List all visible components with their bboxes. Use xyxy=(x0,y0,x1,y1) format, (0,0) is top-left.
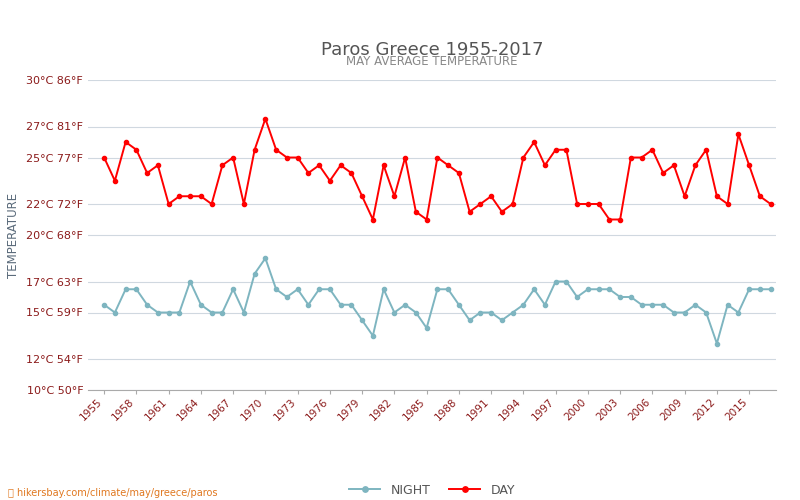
Y-axis label: TEMPERATURE: TEMPERATURE xyxy=(7,192,21,278)
Legend: NIGHT, DAY: NIGHT, DAY xyxy=(344,478,520,500)
Text: 📍 hikersbay.com/climate/may/greece/paros: 📍 hikersbay.com/climate/may/greece/paros xyxy=(8,488,218,498)
Text: MAY AVERAGE TEMPERATURE: MAY AVERAGE TEMPERATURE xyxy=(346,54,518,68)
Title: Paros Greece 1955-2017: Paros Greece 1955-2017 xyxy=(321,41,543,59)
